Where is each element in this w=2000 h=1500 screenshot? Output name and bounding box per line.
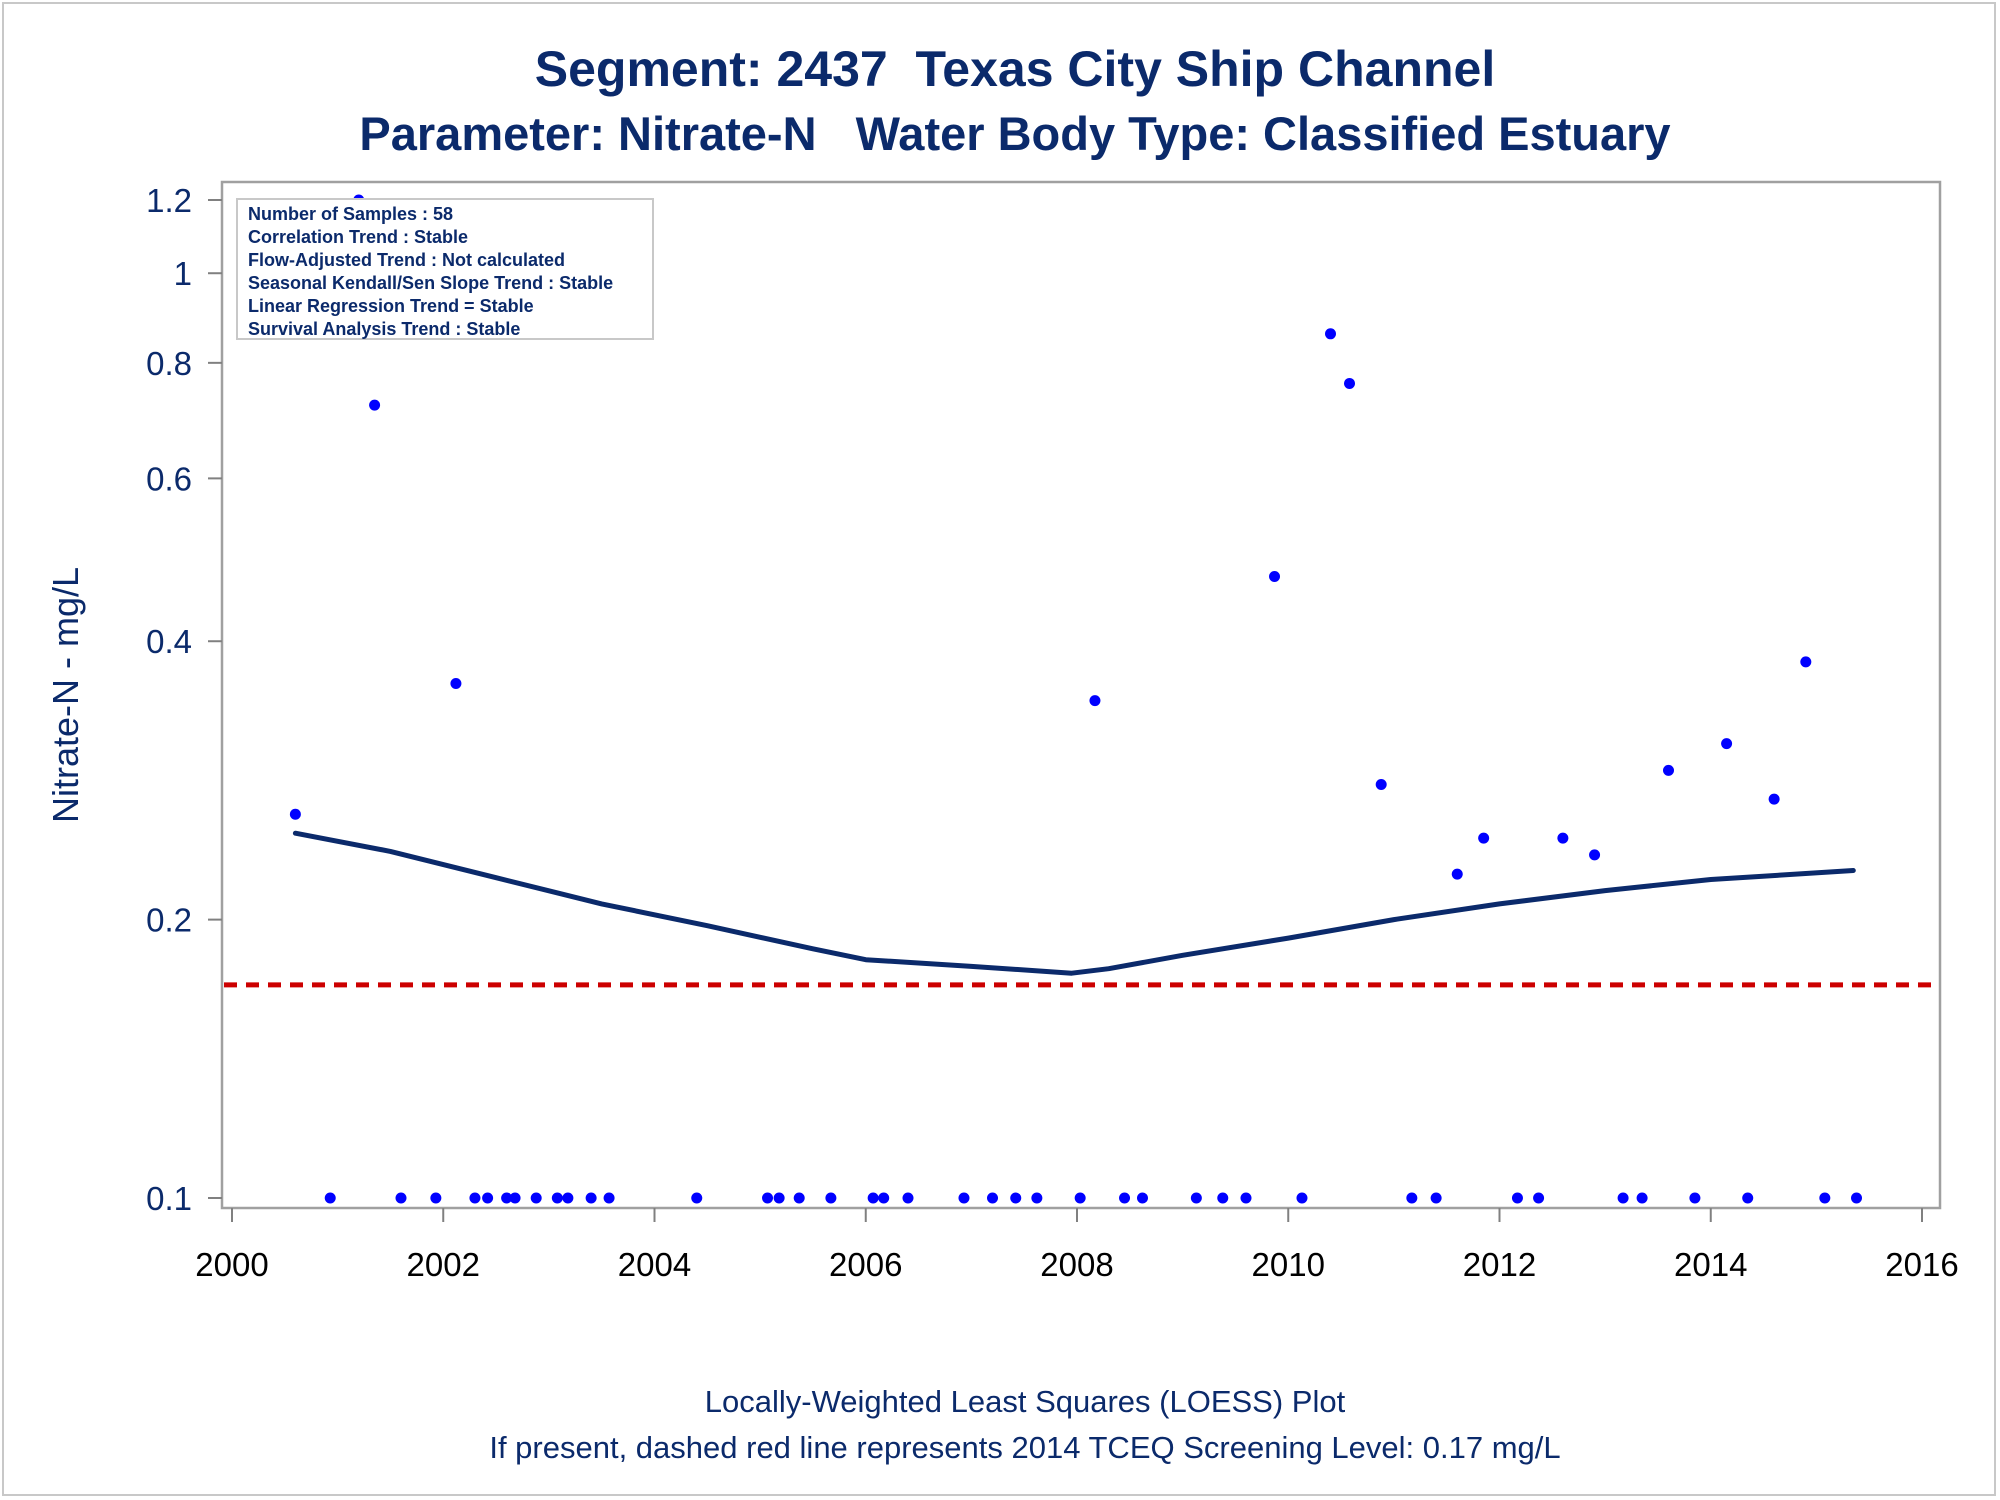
stat-correlation: Correlation Trend : Stable bbox=[248, 227, 469, 247]
x-tick-label: 2000 bbox=[195, 1246, 268, 1283]
data-point bbox=[825, 1192, 837, 1204]
data-point bbox=[430, 1192, 442, 1204]
data-point bbox=[1742, 1192, 1754, 1204]
data-point bbox=[793, 1192, 805, 1204]
data-point bbox=[585, 1192, 597, 1204]
x-axis: 2000 2002 2004 2006 2008 2010 2012 2014 2016 bbox=[195, 1208, 1959, 1283]
data-point bbox=[1269, 570, 1281, 582]
data-point bbox=[878, 1192, 890, 1204]
footnote-loess: Locally-Weighted Least Squares (LOESS) P… bbox=[704, 1384, 1346, 1419]
y-tick-label: 0.1 bbox=[146, 1180, 192, 1217]
y-tick-label: 0.8 bbox=[146, 345, 192, 382]
data-point bbox=[1031, 1192, 1043, 1204]
y-tick-label: 0.4 bbox=[146, 623, 192, 660]
data-point bbox=[530, 1192, 542, 1204]
data-point bbox=[691, 1192, 703, 1204]
data-point bbox=[1851, 1192, 1863, 1204]
data-point bbox=[1819, 1192, 1831, 1204]
data-point bbox=[450, 678, 462, 690]
data-point bbox=[1217, 1192, 1229, 1204]
y-axis-label: Nitrate-N - mg/L bbox=[45, 567, 86, 823]
stat-samples: Number of Samples : 58 bbox=[248, 204, 454, 224]
data-point bbox=[958, 1192, 970, 1204]
data-point bbox=[987, 1192, 998, 1204]
data-point bbox=[1190, 1192, 1202, 1204]
stat-linear-regression: Linear Regression Trend = Stable bbox=[248, 296, 534, 316]
data-point bbox=[1430, 1192, 1442, 1204]
data-point bbox=[395, 1192, 407, 1204]
footnote-screening: If present, dashed red line represents 2… bbox=[489, 1430, 1561, 1465]
trend-stats-box: Number of Samples : 58 Correlation Trend… bbox=[236, 198, 654, 340]
data-point bbox=[289, 808, 301, 820]
x-tick-label: 2008 bbox=[1040, 1246, 1113, 1283]
x-tick-label: 2012 bbox=[1463, 1246, 1536, 1283]
y-axis: 0.1 0.2 0.4 0.6 0.8 1 1.2 bbox=[146, 182, 222, 1217]
data-point bbox=[551, 1192, 563, 1204]
data-point bbox=[562, 1192, 574, 1204]
data-point bbox=[1375, 778, 1387, 790]
data-point bbox=[1617, 1192, 1629, 1204]
data-point bbox=[1636, 1192, 1648, 1204]
y-tick-label: 1.2 bbox=[146, 182, 192, 219]
y-tick-label: 0.6 bbox=[146, 460, 192, 497]
data-point bbox=[1406, 1192, 1418, 1204]
data-point bbox=[509, 1192, 521, 1204]
data-point bbox=[1136, 1192, 1148, 1204]
data-point bbox=[1511, 1192, 1523, 1204]
plot-area bbox=[220, 180, 1942, 1210]
data-point bbox=[1768, 793, 1780, 805]
stat-seasonal-kendall: Seasonal Kendall/Sen Slope Trend : Stabl… bbox=[248, 273, 614, 293]
data-point bbox=[1533, 1192, 1545, 1204]
loess-trend-line bbox=[292, 830, 1856, 976]
stat-survival: Survival Analysis Trend : Stable bbox=[248, 319, 521, 339]
data-point bbox=[1800, 656, 1812, 668]
data-point bbox=[1451, 868, 1463, 880]
data-point bbox=[1344, 377, 1356, 389]
chart-title: Segment: 2437 Texas City Ship Channel bbox=[534, 41, 1496, 97]
data-point bbox=[762, 1192, 774, 1204]
x-tick-label: 2004 bbox=[618, 1246, 691, 1283]
data-point bbox=[369, 399, 381, 411]
data-point bbox=[501, 1192, 513, 1204]
data-point bbox=[1589, 849, 1601, 861]
data-point bbox=[902, 1192, 914, 1204]
data-point bbox=[773, 1192, 785, 1204]
stat-flow-adjusted: Flow-Adjusted Trend : Not calculated bbox=[248, 250, 566, 270]
data-point bbox=[1119, 1192, 1131, 1204]
x-tick-label: 2006 bbox=[829, 1246, 902, 1283]
data-point bbox=[1296, 1192, 1308, 1204]
data-points bbox=[289, 194, 1863, 1204]
data-point bbox=[1557, 832, 1569, 844]
y-tick-label: 0.2 bbox=[146, 902, 192, 939]
data-point bbox=[469, 1192, 481, 1204]
data-point bbox=[1089, 695, 1101, 707]
x-tick-label: 2002 bbox=[407, 1246, 480, 1283]
data-point bbox=[1074, 1192, 1086, 1204]
data-point bbox=[1325, 328, 1336, 340]
x-tick-label: 2010 bbox=[1252, 1246, 1325, 1283]
data-point bbox=[867, 1192, 879, 1204]
data-point bbox=[603, 1192, 615, 1204]
data-point bbox=[1663, 764, 1674, 776]
x-tick-label: 2014 bbox=[1674, 1246, 1747, 1283]
y-tick-label: 1 bbox=[174, 255, 192, 292]
data-point bbox=[482, 1192, 494, 1204]
data-point bbox=[1721, 738, 1733, 750]
x-tick-label: 2016 bbox=[1885, 1246, 1958, 1283]
data-point bbox=[1240, 1192, 1252, 1204]
chart-subtitle: Parameter: Nitrate-N Water Body Type: Cl… bbox=[359, 107, 1671, 160]
data-point bbox=[1689, 1192, 1701, 1204]
data-point bbox=[1010, 1192, 1022, 1204]
data-point bbox=[1478, 832, 1490, 844]
data-point bbox=[324, 1192, 336, 1204]
